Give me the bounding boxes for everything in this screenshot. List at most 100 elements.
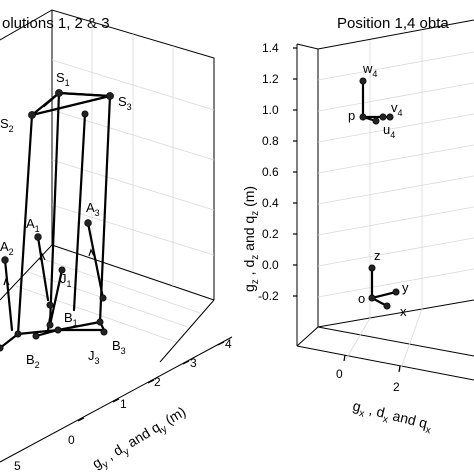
joint-b2: [32, 332, 40, 340]
arrow-a2: [3, 277, 10, 286]
label-o: o: [358, 291, 365, 306]
frame-o-z-tip: [368, 264, 376, 272]
right-z-tick-label-4: 0.6: [262, 165, 279, 179]
link-j1: [48, 268, 64, 327]
link-s1-s3: [57, 91, 112, 98]
label-a1: A1: [26, 216, 40, 234]
right-floor-front: [317, 326, 474, 357]
frame-p-v-tip2: [386, 113, 394, 121]
joint-top-mid: [81, 110, 89, 118]
joint-b-center: [54, 326, 62, 334]
label-p: p: [348, 108, 355, 123]
link-a2: [3, 258, 14, 332]
right-grid: [317, 30, 474, 372]
left-y-tick-label-5: 5: [14, 459, 21, 473]
right-z-tick-label-3: 0.8: [262, 134, 279, 148]
left-y-tick-label-4: 4: [225, 337, 232, 351]
right-z-ticks: 1.4 1.2 1.0 0.8 0.6 0.4 0.2 0.0 -0.2: [258, 41, 297, 303]
label-j1: J1: [60, 271, 72, 289]
left-floor-back-edge: [51, 244, 215, 301]
frame-o-y-axis: [370, 290, 398, 300]
label-u4: u4: [383, 122, 395, 140]
left-y-tick-2: [147, 379, 155, 384]
right-z-axis-title: gz , dz and qz (m): [241, 186, 261, 292]
right-z-tick-label-8: -0.2: [258, 289, 279, 303]
joint-s3: [106, 92, 114, 100]
link-a1: [36, 235, 50, 302]
label-a3: A3: [86, 200, 100, 218]
left-y-tick-label-3: 3: [190, 356, 197, 370]
right-z-tick-label-2: 1.0: [262, 103, 279, 117]
left-point-labels: S1 S2 S3 A1 A2 A3 J1 J3 B1 B2 B3: [0, 70, 132, 370]
left-grid: [15, 22, 215, 343]
joint-b3: [100, 328, 108, 336]
left-joints: [0, 89, 114, 352]
joint-b3-top: [96, 318, 104, 326]
right-title: Position 1,4 obta: [337, 15, 449, 32]
left-y-axis-title: gy , dy and qy (m): [89, 403, 190, 474]
left-mechanism: [0, 91, 112, 350]
frame-o-y-tip: [392, 288, 400, 296]
joint-a2: [1, 256, 9, 264]
joint-j3-top: [99, 294, 107, 302]
left-y-tick-0: [77, 417, 85, 422]
left-y-tick-1: [112, 398, 120, 403]
left-y-tick-4: [217, 341, 225, 346]
joint-j1: [58, 266, 66, 274]
frame-o: z o y x: [358, 248, 409, 319]
link-s2-down: [16, 113, 34, 336]
frame-p-w-tip: [359, 77, 367, 85]
right-z-tick-label-7: 0.0: [262, 258, 279, 272]
frame-o-origin: [368, 294, 376, 302]
right-panel: Position 1,4 obta: [241, 15, 474, 436]
right-x-axis-title: gx , dx and qx: [350, 397, 434, 436]
left-panel: olutions 1, 2 & 3 4: [0, 9, 233, 474]
left-y-tick-label-2: 2: [154, 375, 161, 389]
label-b1: B1: [64, 310, 78, 328]
label-x: x: [400, 304, 407, 319]
right-x-tick-label-0: 0: [336, 367, 343, 381]
label-w4: w4: [362, 61, 377, 79]
label-s3: S3: [118, 94, 132, 112]
label-j3: J3: [88, 348, 100, 366]
joint-j-mid: [46, 301, 54, 309]
label-s1: S1: [56, 70, 70, 88]
frame-o-x-tip: [383, 302, 391, 310]
right-z-tick-label-6: 0.2: [262, 227, 279, 241]
label-b2: B2: [26, 352, 40, 370]
joint-a3: [84, 219, 92, 227]
joint-s2: [28, 111, 36, 119]
left-y-tick-label-1: 1: [120, 397, 127, 411]
right-z-tick-label-0: 1.4: [262, 41, 279, 55]
label-s2: S2: [0, 116, 14, 134]
arrow-a1: [39, 252, 46, 261]
joint-s1: [55, 89, 63, 97]
joint-b-edge: [0, 344, 4, 352]
right-z-tick-label-5: 0.4: [262, 196, 279, 210]
right-x-axis-line: [296, 345, 474, 381]
label-y: y: [402, 280, 409, 295]
right-x-tick-label-2: 2: [393, 380, 400, 394]
joint-b-left: [14, 330, 22, 338]
link-rod: [72, 112, 87, 312]
left-y-tick-3: [182, 360, 190, 365]
label-z: z: [374, 248, 381, 263]
right-z-tick-label-1: 1.2: [262, 72, 279, 86]
left-floor-front-edge: [159, 299, 215, 363]
joint-b1: [46, 321, 54, 329]
right-floor-corner: [296, 326, 319, 347]
link-s1-down: [48, 91, 61, 327]
link-a3: [86, 221, 105, 300]
label-a2: A2: [0, 239, 14, 257]
arrow-a3: [88, 248, 95, 257]
label-v4: v4: [391, 100, 403, 118]
label-b3: B3: [112, 338, 126, 356]
frame-p-origin: [359, 113, 367, 121]
frame-p-u-tip: [372, 117, 380, 125]
right-floor-back: [317, 299, 474, 328]
left-y-tick-label-0: 0: [68, 433, 75, 447]
left-y-axis-line: [0, 336, 233, 463]
frame-p-v-tip: [379, 113, 387, 121]
link-s3-down: [98, 94, 112, 324]
